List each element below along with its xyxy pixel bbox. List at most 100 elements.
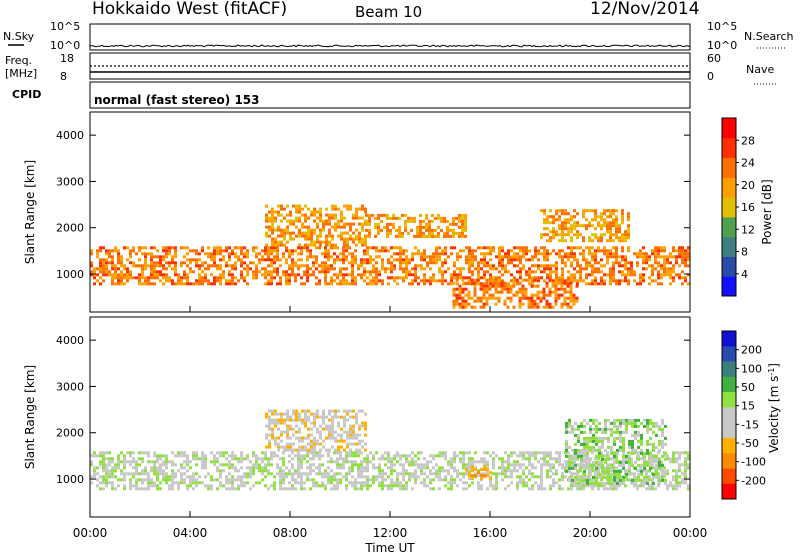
data-cell (518, 305, 522, 309)
data-cell (322, 415, 325, 419)
colorbar-swatch (722, 453, 736, 469)
beam-label: Beam 10 (355, 3, 422, 21)
data-cell (417, 451, 420, 455)
data-cell (604, 424, 607, 428)
data-cell (429, 267, 432, 271)
data-cell (672, 469, 675, 473)
data-cell (374, 234, 377, 238)
data-cell (174, 282, 177, 286)
data-cell (510, 472, 513, 476)
data-cell (240, 478, 243, 482)
data-cell (609, 487, 612, 491)
data-cell (655, 466, 658, 470)
data-cell (195, 282, 198, 286)
data-cell (666, 454, 669, 458)
data-cell (618, 484, 621, 488)
data-cell (165, 279, 168, 283)
data-cell (658, 460, 661, 464)
data-cell (467, 290, 471, 294)
data-cell (315, 258, 318, 262)
data-cell (564, 261, 567, 265)
data-cell (658, 442, 661, 446)
data-cell (480, 267, 483, 271)
data-cell (300, 478, 303, 482)
data-cell (642, 469, 645, 473)
data-cell (364, 243, 367, 247)
data-cell (573, 246, 576, 250)
data-cell (111, 475, 114, 479)
data-cell (96, 279, 99, 283)
power-colorbar-label: Power [dB] (760, 179, 774, 244)
data-cell (286, 436, 289, 440)
data-cell (340, 213, 343, 217)
data-cell (603, 224, 606, 228)
data-cell (464, 302, 468, 306)
data-cell (423, 258, 426, 262)
data-cell (381, 264, 384, 268)
data-cell (540, 472, 543, 476)
data-cell (652, 454, 655, 458)
data-cell (300, 282, 303, 286)
data-cell (351, 267, 354, 271)
data-cell (352, 409, 355, 413)
data-cell (186, 475, 189, 479)
data-cell (204, 454, 207, 458)
data-cell (600, 451, 603, 455)
data-cell (310, 243, 313, 247)
data-cell (598, 427, 601, 431)
data-cell (321, 463, 324, 467)
data-cell (414, 246, 417, 250)
data-cell (399, 249, 402, 253)
data-cell (434, 234, 437, 238)
data-cell (446, 219, 449, 223)
data-cell (634, 433, 637, 437)
data-cell (609, 276, 612, 280)
data-cell (96, 255, 99, 259)
data-cell (432, 457, 435, 461)
data-cell (343, 231, 346, 235)
data-cell (399, 258, 402, 262)
data-cell (619, 436, 622, 440)
data-cell (616, 478, 619, 482)
cpid-panel (89, 81, 691, 109)
data-cell (624, 236, 627, 240)
data-cell (174, 270, 177, 274)
data-cell (282, 451, 285, 455)
data-cell (595, 448, 598, 452)
data-cell (301, 225, 304, 229)
data-cell (306, 478, 309, 482)
data-cell (398, 216, 401, 220)
data-cell (117, 478, 120, 482)
data-cell (271, 430, 274, 434)
data-cell (672, 264, 675, 268)
data-cell (643, 418, 646, 422)
data-cell (513, 258, 516, 262)
data-cell (333, 451, 336, 455)
data-cell (591, 282, 594, 286)
data-cell (482, 293, 486, 297)
data-cell (138, 258, 141, 262)
data-cell (616, 418, 619, 422)
data-cell (349, 415, 352, 419)
data-cell (225, 249, 228, 253)
data-cell (280, 231, 283, 235)
data-cell (324, 487, 327, 491)
data-cell (330, 267, 333, 271)
data-cell (289, 424, 292, 428)
data-cell (464, 299, 468, 303)
data-cell (264, 246, 267, 250)
data-cell (628, 472, 631, 476)
data-cell (292, 448, 295, 452)
data-cell (613, 430, 616, 434)
data-cell (453, 454, 456, 458)
data-cell (349, 207, 352, 211)
data-cell (621, 215, 624, 219)
data-cell (600, 279, 603, 283)
data-cell (615, 282, 618, 286)
data-cell (528, 258, 531, 262)
data-cell (201, 246, 204, 250)
data-cell (201, 481, 204, 485)
data-cell (570, 255, 573, 259)
data-cell (319, 436, 322, 440)
data-cell (111, 484, 114, 488)
